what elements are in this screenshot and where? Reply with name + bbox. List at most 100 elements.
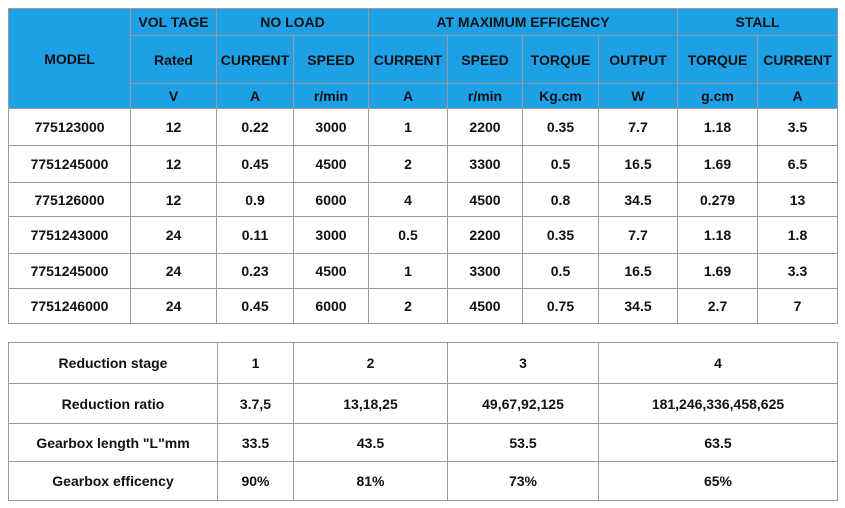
table-row: 7751246000 24 0.45 6000 2 4500 0.75 34.5 2.7 7 — [8, 288, 839, 324]
gearbox-cell: 181,246,336,458,625 — [598, 383, 838, 424]
spec-cell: 2 — [368, 288, 448, 324]
spec-cell: 0.35 — [522, 216, 599, 254]
unit-header: A — [368, 83, 448, 109]
spec-cell: 2200 — [447, 108, 523, 146]
spec-cell: 16.5 — [598, 145, 678, 183]
model-cell: 775123000 — [8, 108, 131, 146]
spec-cell: 0.5 — [522, 253, 599, 289]
subheader: CURRENT — [368, 35, 448, 84]
row-label: Reduction ratio — [8, 383, 218, 424]
stall-header: STALL — [676, 8, 839, 36]
model-cell: 7751245000 — [8, 145, 131, 183]
spec-cell: 1.69 — [677, 253, 758, 289]
spec-cell: 1.8 — [756, 216, 839, 254]
spec-cell: 3000 — [293, 108, 369, 146]
table-row: Rated CURRENT SPEED CURRENT SPEED TORQUE OUTPU… — [9, 35, 839, 84]
row-label: Reduction stage — [8, 342, 218, 384]
spec-cell: 0.11 — [216, 216, 294, 254]
table-row: 7751245000 12 0.45 4500 2 3300 0.5 16.5 1.69 6.5 — [8, 145, 839, 183]
spec-cell: 4500 — [447, 182, 523, 217]
unit-header: V — [130, 83, 217, 109]
gearbox-cell: 3.7,5 — [217, 383, 294, 424]
spec-cell: 0.9 — [216, 182, 294, 217]
model-cell: 7751243000 — [8, 216, 131, 254]
spec-cell: 0.35 — [522, 108, 599, 146]
spec-cell: 12 — [130, 145, 217, 183]
model-cell: 7751246000 — [8, 288, 131, 324]
spec-cell: 2 — [368, 145, 448, 183]
table-row: Gearbox length "L"mm 33.5 43.5 53.5 63.5 — [8, 423, 838, 462]
gearbox-cell: 90% — [217, 461, 294, 501]
spec-cell: 0.45 — [216, 145, 294, 183]
subheader: CURRENT — [756, 35, 839, 84]
spec-cell: 3.3 — [756, 253, 839, 289]
subheader: SPEED — [447, 35, 523, 84]
table-row: MODEL VOL TAGE NO LOAD AT MAXIMUM EFFICENCY… — [8, 8, 839, 109]
spec-cell: 4500 — [293, 253, 369, 289]
spec-cell: 7.7 — [598, 216, 678, 254]
spec-cell: 0.279 — [677, 182, 758, 217]
spec-cell: 0.75 — [522, 288, 599, 324]
spec-cell: 1 — [368, 253, 448, 289]
gearbox-cell: 13,18,25 — [293, 383, 448, 424]
table-row: 775126000 12 0.9 6000 4 4500 0.8 34.5 0.279 13 — [8, 182, 839, 217]
gearbox-cell: 73% — [447, 461, 599, 501]
table-row: 7751245000 24 0.23 4500 1 3300 0.5 16.5 1.69 3.3 — [8, 253, 839, 289]
gearbox-table: Reduction stage 1 2 3 4 Reduction ratio 3.7,5 1… — [8, 342, 838, 501]
spec-table: MODEL VOL TAGE NO LOAD AT MAXIMUM EFFICENCY… — [8, 8, 839, 324]
spec-cell: 34.5 — [598, 288, 678, 324]
spec-cell: 2200 — [447, 216, 523, 254]
subheader: OUTPUT — [598, 35, 678, 84]
unit-header: g.cm — [677, 83, 758, 109]
spec-cell: 6.5 — [756, 145, 839, 183]
spec-cell: 0.5 — [368, 216, 448, 254]
subheader: TORQUE — [677, 35, 758, 84]
gearbox-cell: 49,67,92,125 — [447, 383, 599, 424]
table-row: Reduction stage 1 2 3 4 — [8, 342, 838, 384]
row-label: Gearbox length "L"mm — [8, 423, 218, 462]
spec-cell: 0.5 — [522, 145, 599, 183]
row-label: Gearbox efficency — [8, 461, 218, 501]
unit-header: W — [598, 83, 678, 109]
unit-header: A — [756, 83, 839, 109]
spec-cell: 13 — [756, 182, 839, 217]
gearbox-cell: 33.5 — [217, 423, 294, 462]
table-row: 7751243000 24 0.11 3000 0.5 2200 0.35 7.7 1.18 1.… — [8, 216, 839, 254]
spec-cell: 12 — [130, 108, 217, 146]
spec-cell: 6000 — [293, 288, 369, 324]
max-efficiency-header: AT MAXIMUM EFFICENCY — [368, 8, 678, 36]
gearbox-cell: 65% — [598, 461, 838, 501]
spec-cell: 24 — [130, 216, 217, 254]
gearbox-cell: 53.5 — [447, 423, 599, 462]
spec-cell: 24 — [130, 288, 217, 324]
unit-header: r/min — [447, 83, 523, 109]
no-load-header: NO LOAD — [216, 8, 369, 36]
subheader: CURRENT — [216, 35, 294, 84]
gearbox-cell: 63.5 — [598, 423, 838, 462]
gearbox-cell: 2 — [293, 342, 448, 384]
spec-cell: 2.7 — [677, 288, 758, 324]
spec-cell: 0.8 — [522, 182, 599, 217]
model-cell: 7751245000 — [8, 253, 131, 289]
gearbox-cell: 4 — [598, 342, 838, 384]
spec-cell: 4500 — [293, 145, 369, 183]
subheader: Rated — [130, 35, 217, 84]
unit-header: r/min — [293, 83, 369, 109]
gearbox-cell: 1 — [217, 342, 294, 384]
spec-cell: 1 — [368, 108, 448, 146]
spec-cell: 0.23 — [216, 253, 294, 289]
spec-cell: 3300 — [447, 253, 523, 289]
spec-cell: 1.18 — [677, 108, 758, 146]
spec-cell: 3.5 — [756, 108, 839, 146]
spec-cell: 0.45 — [216, 288, 294, 324]
table-row: Gearbox efficency 90% 81% 73% 65% — [8, 461, 838, 501]
spec-cell: 4 — [368, 182, 448, 217]
spec-cell: 7 — [756, 288, 839, 324]
spec-cell: 3300 — [447, 145, 523, 183]
spec-cell: 6000 — [293, 182, 369, 217]
unit-header: A — [216, 83, 294, 109]
spec-cell: 12 — [130, 182, 217, 217]
table-row: Reduction ratio 3.7,5 13,18,25 49,67,92,125… — [8, 383, 838, 424]
